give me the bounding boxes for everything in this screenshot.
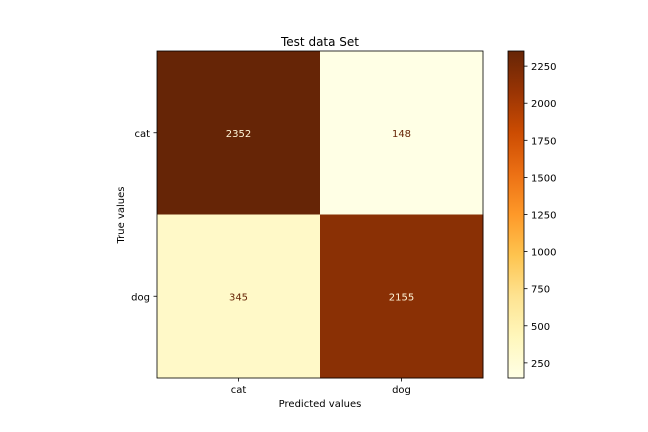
colorbar-tick-label: 2250: [531, 62, 556, 73]
cell-value-label: 148: [392, 129, 411, 140]
plot-frame: [156, 50, 484, 379]
x-tick-label: cat: [231, 385, 247, 396]
colorbar: [507, 50, 525, 379]
heatmap-cells: [157, 51, 484, 379]
y-axis-ticks: cat dog: [131, 129, 157, 303]
colorbar-ticks: 250 500 750 1000 1250 1500 1750 2000 2250: [524, 62, 556, 370]
colorbar-tick-label: 750: [531, 285, 550, 296]
colorbar-tick-label: 2000: [531, 99, 556, 110]
colorbar-tick-label: 1250: [531, 211, 556, 222]
cell-value-label: 2155: [389, 292, 414, 303]
heatmap-cell: [157, 51, 321, 215]
chart-title: Test data Set: [280, 35, 359, 49]
x-axis-ticks: cat dog: [231, 378, 411, 396]
heatmap-cell: [320, 51, 484, 215]
colorbar-tick-label: 1500: [531, 173, 556, 184]
cell-value-label: 345: [229, 292, 248, 303]
colorbar-tick-label: 500: [531, 322, 550, 333]
colorbar-tick-label: 1000: [531, 248, 556, 259]
y-tick-label: dog: [131, 292, 150, 303]
cell-value-labels: 2352 148 345 2155: [226, 129, 414, 304]
colorbar-tick-label: 1750: [531, 136, 556, 147]
heatmap-cell: [157, 214, 321, 379]
cell-value-label: 2352: [226, 129, 251, 140]
x-axis-label: Predicted values: [279, 399, 362, 410]
heatmap-cell: [320, 214, 484, 379]
y-axis-label: True values: [116, 187, 127, 245]
x-tick-label: dog: [392, 385, 411, 396]
y-tick-label: cat: [134, 129, 150, 140]
colorbar-tick-label: 250: [531, 359, 550, 370]
